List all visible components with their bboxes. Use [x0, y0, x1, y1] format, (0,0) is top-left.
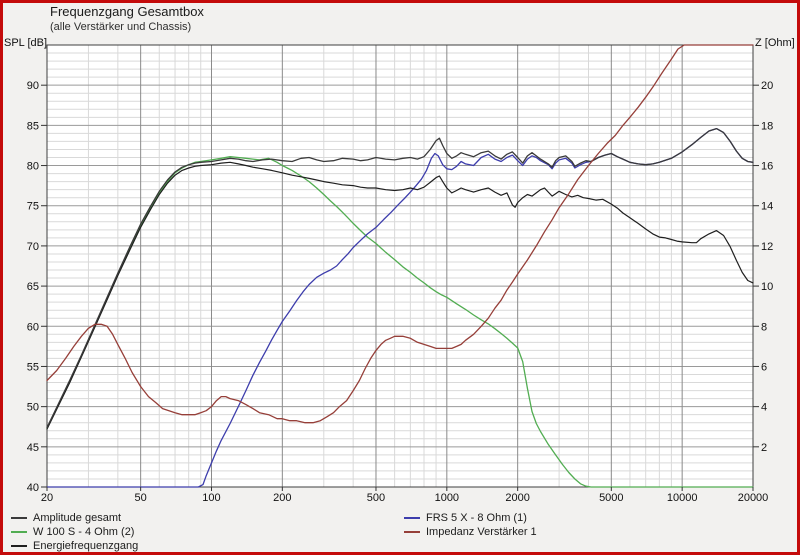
- y-left-tick-label: 65: [27, 281, 39, 293]
- x-tick-label: 1000: [435, 492, 459, 504]
- y-axis-left-title: SPL [dB]: [4, 37, 48, 49]
- legend-label: Energiefrequenzgang: [33, 540, 139, 552]
- y-right-tick-label: 16: [761, 161, 773, 173]
- legend-label: Impedanz Verstärker 1: [426, 526, 537, 538]
- legend-label: Amplitude gesamt: [33, 512, 122, 524]
- x-tick-label: 20000: [738, 492, 769, 504]
- x-tick-label: 200: [273, 492, 291, 504]
- x-tick-label: 20: [41, 492, 53, 504]
- legend-swatch-frs-5x: [404, 517, 420, 519]
- y-right-tick-label: 12: [761, 241, 773, 253]
- y-right-tick-label: 20: [761, 80, 773, 92]
- y-left-tick-label: 80: [27, 161, 39, 173]
- chart-title: Frequenzgang Gesamtbox: [50, 4, 204, 19]
- y-axis-right-title: Z [Ohm]: [755, 37, 795, 49]
- x-tick-label: 5000: [599, 492, 623, 504]
- y-right-tick-label: 18: [761, 120, 773, 132]
- y-right-tick-label: 14: [761, 201, 773, 213]
- legend-swatch-amplitude-gesamt: [11, 517, 27, 519]
- series-amplitude-gesamt: [46, 127, 754, 429]
- axis-ticks: [41, 84, 759, 491]
- x-tick-label: 500: [367, 492, 385, 504]
- legend-label: FRS 5 X - 8 Ohm (1): [426, 512, 527, 524]
- series-impedanz-verstaerker-1: [46, 44, 754, 424]
- chart-subtitle: (alle Verstärker und Chassis): [50, 21, 192, 33]
- y-left-tick-label: 85: [27, 120, 39, 132]
- plot-border: [46, 44, 754, 488]
- legend-item-amplitude-gesamt: Amplitude gesamt: [11, 511, 121, 525]
- y-left-tick-label: 75: [27, 201, 39, 213]
- y-left-tick-label: 50: [27, 402, 39, 414]
- y-left-tick-label: 90: [27, 80, 39, 92]
- series-energiefrequenzgang: [46, 161, 754, 430]
- legend-label: W 100 S - 4 Ohm (2): [33, 526, 135, 538]
- axis-tick-labels: 40 45 50 55 60 65 70 75 80 85 90 2 4 6 8 10 12 14 16 18 20 20…: [27, 80, 774, 504]
- y-right-tick-label: 4: [761, 402, 767, 414]
- x-tick-label: 100: [202, 492, 220, 504]
- y-left-tick-label: 70: [27, 241, 39, 253]
- major-gridlines: [47, 45, 753, 487]
- legend-item-energiefrequenzgang: Energiefrequenzgang: [11, 539, 138, 553]
- legend-swatch-w-100-s: [11, 531, 27, 533]
- y-left-tick-label: 45: [27, 442, 39, 454]
- y-right-tick-label: 10: [761, 281, 773, 293]
- x-tick-label: 10000: [667, 492, 698, 504]
- legend-swatch-impedanz-verstaerker-1: [404, 531, 420, 533]
- y-left-tick-label: 55: [27, 361, 39, 373]
- y-right-tick-label: 2: [761, 442, 767, 454]
- plot-area: [47, 45, 753, 487]
- y-left-tick-label: 40: [27, 482, 39, 494]
- x-tick-label: 2000: [505, 492, 529, 504]
- y-right-tick-label: 8: [761, 321, 767, 333]
- legend-item-w-100-s: W 100 S - 4 Ohm (2): [11, 525, 134, 539]
- y-right-tick-label: 6: [761, 361, 767, 373]
- series-curves: [46, 44, 754, 488]
- x-tick-label: 50: [135, 492, 147, 504]
- legend-swatch-energiefrequenzgang: [11, 545, 27, 547]
- legend-item-frs-5x: FRS 5 X - 8 Ohm (1): [404, 511, 527, 525]
- y-left-tick-label: 60: [27, 321, 39, 333]
- minor-gridlines: [47, 45, 753, 487]
- legend-item-impedanz-verstaerker-1: Impedanz Verstärker 1: [404, 525, 537, 539]
